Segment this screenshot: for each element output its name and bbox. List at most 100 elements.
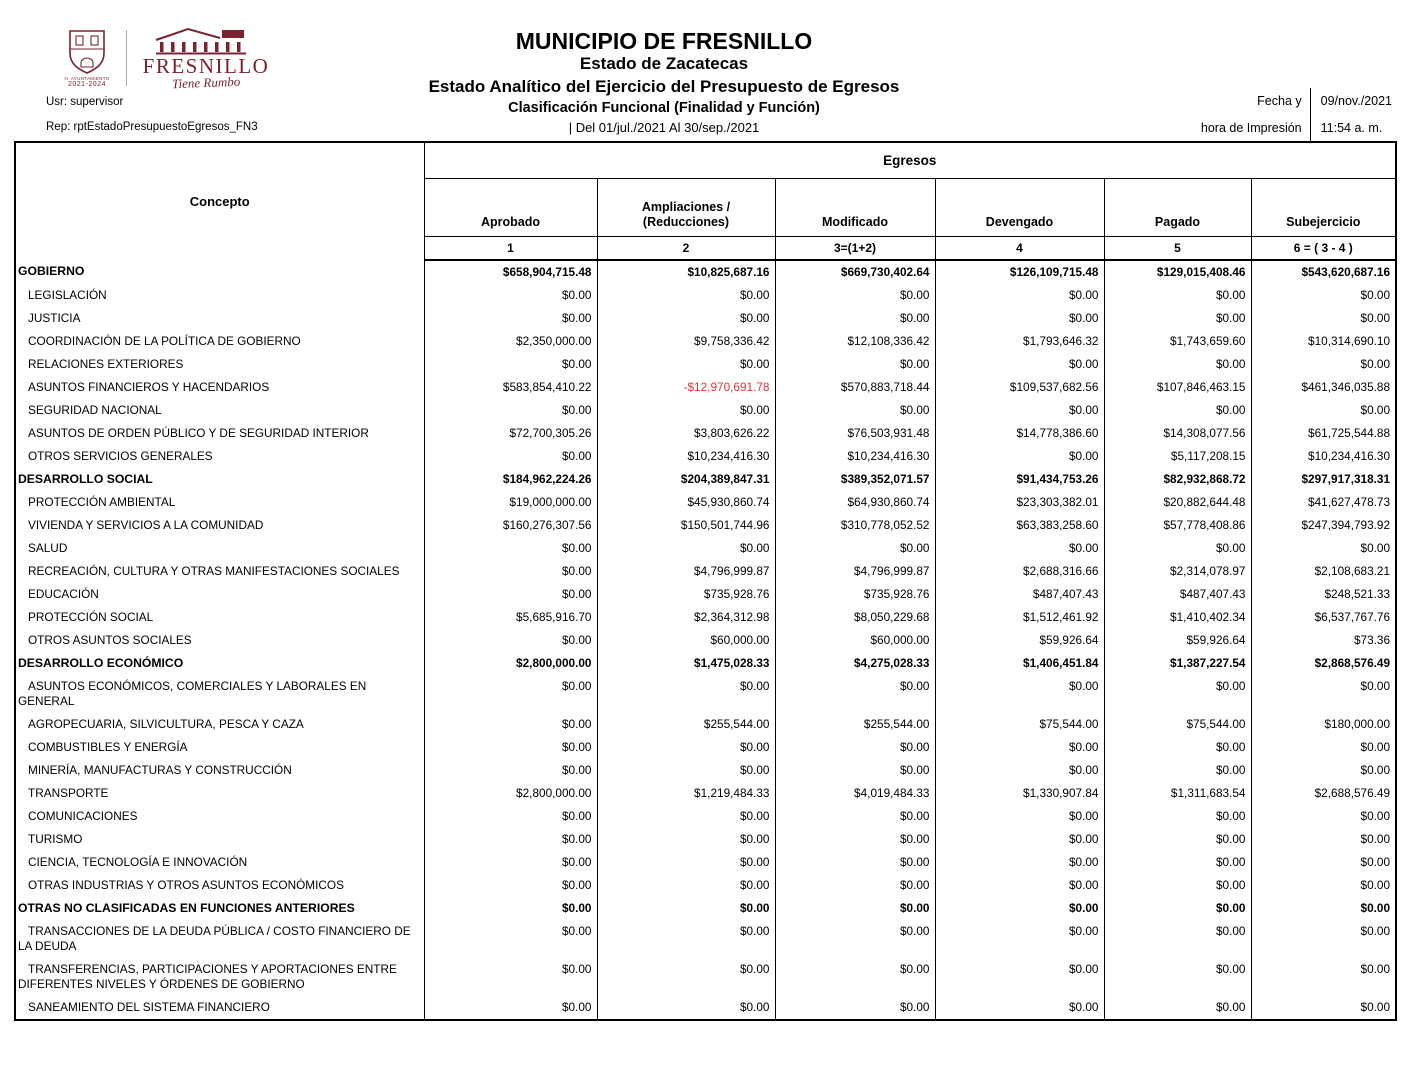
concept-cell: COMUNICACIONES [28, 809, 138, 823]
amount-cell: $0.00 [774, 759, 935, 782]
amount-cell: $10,234,416.30 [1250, 445, 1397, 468]
concept-cell: VIVIENDA Y SERVICIOS A LA COMUNIDAD [28, 518, 264, 532]
fresnillo-wordmark: FRESNILLO Tiene Rumbo [137, 26, 275, 91]
amount-cell: $487,407.43 [934, 583, 1104, 606]
amount-cell: $2,350,000.00 [423, 330, 597, 353]
amount-cell: $0.00 [774, 958, 935, 996]
amount-cell: $150,501,744.96 [596, 514, 775, 537]
amount-cell: $0.00 [934, 537, 1104, 560]
amount-cell: $0.00 [423, 537, 597, 560]
amount-cell: $76,503,931.48 [774, 422, 935, 445]
logo-divider [126, 30, 127, 86]
concept-cell: SEGURIDAD NACIONAL [28, 403, 162, 417]
amount-cell: $0.00 [934, 897, 1104, 920]
table-row: JUSTICIA $0.00 $0.00 $0.00 $0.00 $0.00 $0.00 [15, 307, 1397, 330]
amount-cell: $204,389,847.31 [596, 468, 775, 491]
amount-cell: $0.00 [934, 675, 1104, 713]
amount-cell: $0.00 [1250, 920, 1397, 958]
amount-cell: $1,410,402.34 [1103, 606, 1251, 629]
amount-cell: $1,387,227.54 [1103, 652, 1251, 675]
amount-cell: $60,000.00 [774, 629, 935, 652]
amount-cell: $461,346,035.88 [1250, 376, 1397, 399]
city-crest: H. AYUNTAMIENTO 2021-2024 [58, 29, 116, 88]
amount-cell: $0.00 [596, 920, 775, 958]
amount-cell: $0.00 [423, 996, 597, 1020]
amount-cell: $543,620,687.16 [1250, 260, 1397, 284]
amount-cell: $0.00 [934, 996, 1104, 1020]
amount-cell: $1,406,451.84 [934, 652, 1104, 675]
amount-cell: $2,868,576.49 [1250, 652, 1397, 675]
concept-cell: CIENCIA, TECNOLOGÍA E INNOVACIÓN [28, 855, 248, 869]
amount-cell: $63,383,258.60 [934, 514, 1104, 537]
amount-cell: $0.00 [423, 399, 597, 422]
col-header-modificado: Modificado [774, 178, 936, 237]
amount-cell: $0.00 [596, 874, 775, 897]
amount-cell: $5,685,916.70 [423, 606, 597, 629]
amount-cell: $0.00 [596, 284, 775, 307]
amount-cell: $0.00 [1103, 399, 1251, 422]
amount-cell: $2,314,078.97 [1103, 560, 1251, 583]
amount-cell: $2,800,000.00 [423, 652, 597, 675]
amount-cell: $0.00 [1250, 874, 1397, 897]
user-label: Usr: supervisor [46, 96, 124, 108]
amount-cell: $0.00 [1250, 897, 1397, 920]
amount-cell: $0.00 [774, 307, 935, 330]
amount-cell: $0.00 [596, 897, 775, 920]
amount-cell: $248,521.33 [1250, 583, 1397, 606]
concept-cell: JUSTICIA [28, 311, 81, 325]
amount-cell: $247,394,793.92 [1250, 514, 1397, 537]
amount-cell: $0.00 [423, 307, 597, 330]
amount-cell: $0.00 [1103, 307, 1251, 330]
amount-cell: $91,434,753.26 [934, 468, 1104, 491]
amount-cell: $0.00 [423, 920, 597, 958]
table-row: PROTECCIÓN SOCIAL $5,685,916.70 $2,364,312… [15, 606, 1397, 629]
amount-cell: $2,688,316.66 [934, 560, 1104, 583]
report-id-label: Rep: rptEstadoPresupuestoEgresos_FN3 [46, 121, 258, 133]
amount-cell: $487,407.43 [1103, 583, 1251, 606]
amount-cell: $0.00 [1103, 958, 1251, 996]
amount-cell: $0.00 [596, 851, 775, 874]
municipality-logo: H. AYUNTAMIENTO 2021-2024 FRESNILLO Tien… [58, 26, 275, 91]
amount-cell: $0.00 [596, 828, 775, 851]
concept-column-header: Concepto [15, 142, 425, 260]
amount-cell: $4,796,999.87 [774, 560, 935, 583]
amount-cell: $0.00 [596, 996, 775, 1020]
concept-cell: DESARROLLO ECONÓMICO [18, 656, 184, 670]
amount-cell: $1,512,461.92 [934, 606, 1104, 629]
amount-cell: $0.00 [423, 675, 597, 713]
table-row: COMUNICACIONES $0.00 $0.00 $0.00 $0.00 $0.00 $… [15, 805, 1397, 828]
concept-cell: ASUNTOS FINANCIEROS Y HACENDARIOS [28, 380, 270, 394]
concept-cell: GOBIERNO [18, 264, 85, 278]
amount-cell: $12,108,336.42 [774, 330, 935, 353]
amount-cell: $0.00 [1250, 736, 1397, 759]
amount-cell: $8,050,229.68 [774, 606, 935, 629]
amount-cell: $61,725,544.88 [1250, 422, 1397, 445]
amount-cell: -$12,970,691.78 [596, 376, 775, 399]
amount-cell: $20,882,644.48 [1103, 491, 1251, 514]
print-date-value: 09/nov./2021 [1320, 94, 1392, 108]
concept-cell: EDUCACIÓN [28, 587, 99, 601]
amount-cell: $0.00 [423, 445, 597, 468]
amount-cell: $0.00 [423, 736, 597, 759]
section-row: GOBIERNO $658,904,715.48 $10,825,687.16 $66… [15, 260, 1397, 284]
amount-cell: $59,926.64 [934, 629, 1104, 652]
logo-municipality-name: FRESNILLO [142, 54, 270, 78]
amount-cell: $0.00 [774, 805, 935, 828]
amount-cell: $583,854,410.22 [423, 376, 597, 399]
amount-cell: $0.00 [596, 958, 775, 996]
col-header-ampliaciones: Ampliaciones / (Reducciones) [596, 178, 776, 237]
col-number-4: 4 [934, 236, 1105, 261]
amount-cell: $0.00 [423, 713, 597, 736]
amount-cell: $14,308,077.56 [1103, 422, 1251, 445]
print-info-labels: Fecha y hora de Impresión [1201, 88, 1310, 142]
amount-cell: $0.00 [423, 583, 597, 606]
crest-years-text: 2021-2024 [68, 80, 106, 88]
amount-cell: $0.00 [934, 759, 1104, 782]
amount-cell: $0.00 [1103, 284, 1251, 307]
amount-cell: $0.00 [1103, 736, 1251, 759]
amount-cell: $255,544.00 [596, 713, 775, 736]
amount-cell: $0.00 [596, 307, 775, 330]
amount-cell: $0.00 [596, 759, 775, 782]
col-number-5: 5 [1103, 236, 1252, 261]
concept-cell: OTRAS NO CLASIFICADAS EN FUNCIONES ANTER… [18, 901, 355, 915]
